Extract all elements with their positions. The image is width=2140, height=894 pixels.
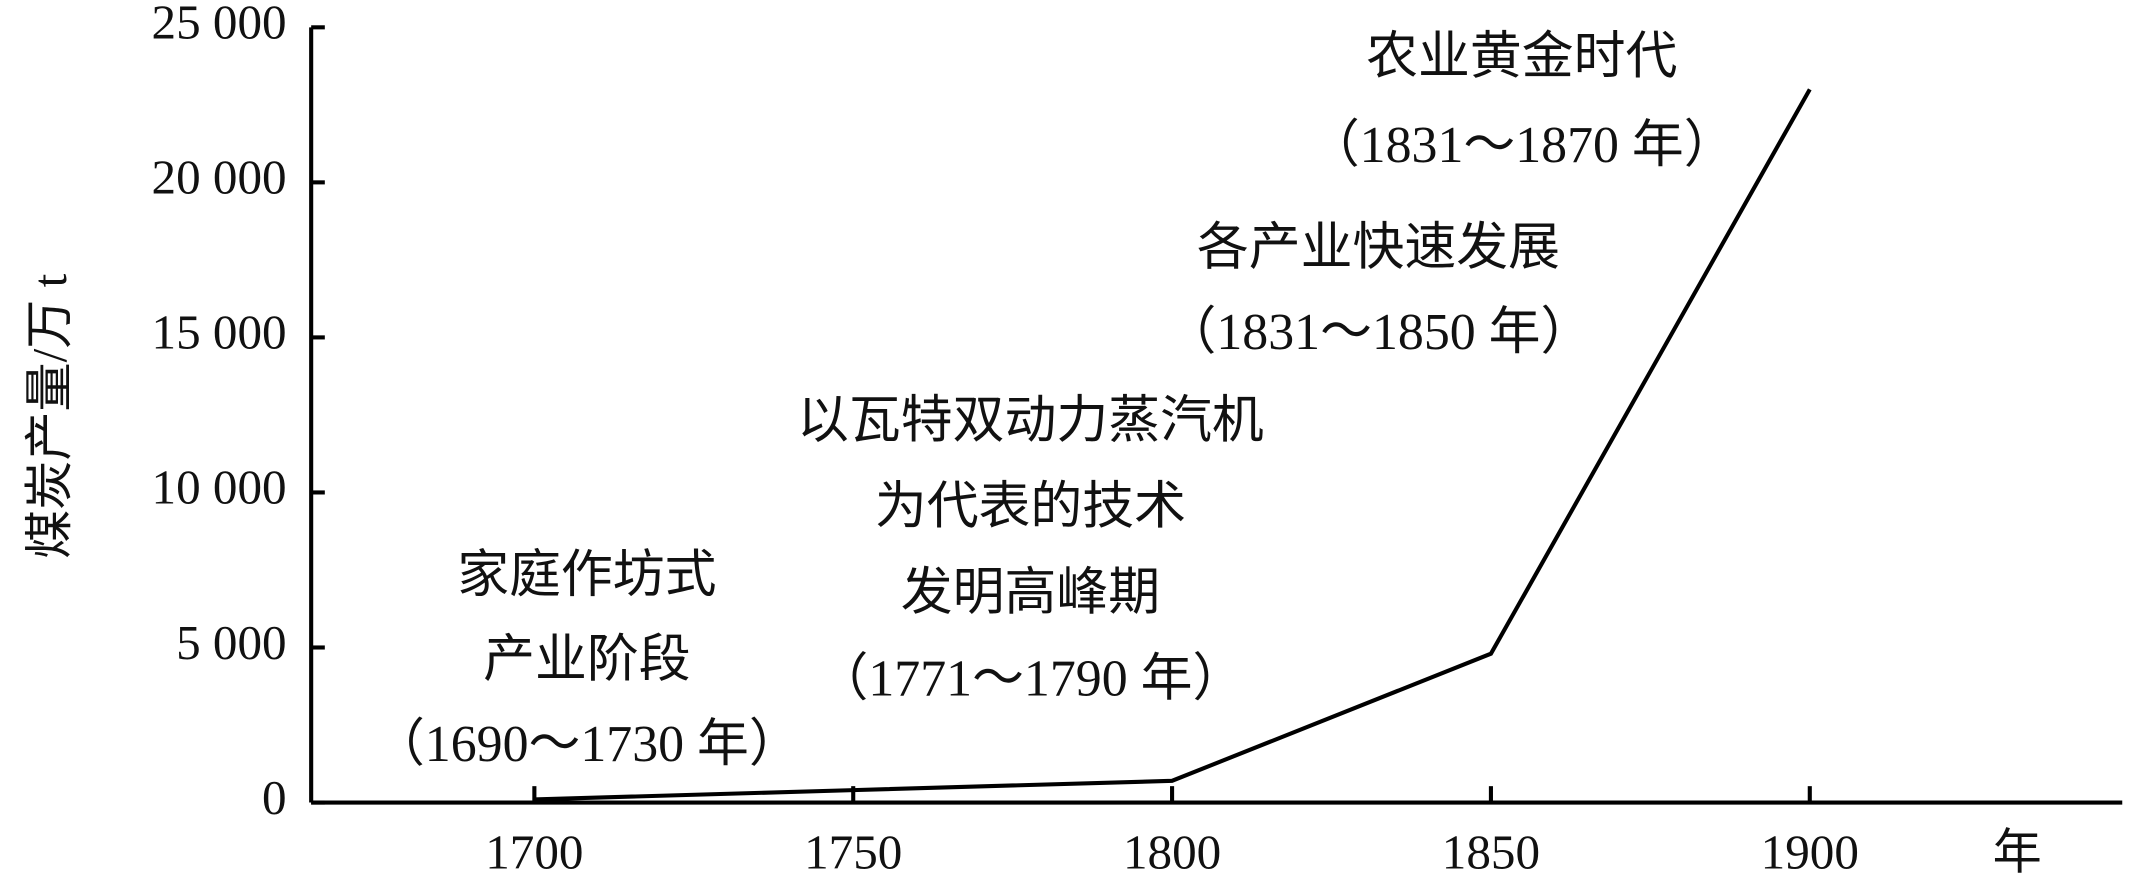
x-tick-label: 1900 xyxy=(1761,824,1859,879)
annotation: （1690～1730 年） xyxy=(373,716,801,773)
x-tick-label: 1750 xyxy=(804,824,902,879)
annotation: （1831～1870 年） xyxy=(1308,117,1736,174)
y-tick-label: 20 000 xyxy=(152,150,287,205)
x-tick-label: 1800 xyxy=(1123,824,1221,879)
x-axis-label: 年 xyxy=(1993,824,2042,879)
annotation: 家庭作坊式 xyxy=(457,547,716,604)
y-axis-label: 煤炭产量/万 t xyxy=(22,273,77,559)
y-tick-label: 0 xyxy=(262,770,287,825)
annotation: 发明高峰期 xyxy=(901,565,1160,622)
annotation: 农业黄金时代 xyxy=(1366,28,1677,85)
annotation: 各产业快速发展 xyxy=(1197,219,1560,276)
annotation: 产业阶段 xyxy=(483,632,690,689)
y-tick-label: 10 000 xyxy=(152,460,287,515)
x-tick-label: 1850 xyxy=(1442,824,1540,879)
y-tick-label: 5 000 xyxy=(176,615,287,670)
annotation: （1831～1850 年） xyxy=(1165,304,1593,361)
annotation: （1771～1790 年） xyxy=(816,651,1244,708)
annotation: 为代表的技术 xyxy=(875,479,1186,536)
y-tick-label: 15 000 xyxy=(152,305,287,360)
x-tick-label: 1700 xyxy=(485,824,583,879)
data-line xyxy=(534,88,1812,802)
annotation: 以瓦特双动力蒸汽机 xyxy=(797,393,1264,450)
y-tick-label: 25 000 xyxy=(152,0,287,50)
